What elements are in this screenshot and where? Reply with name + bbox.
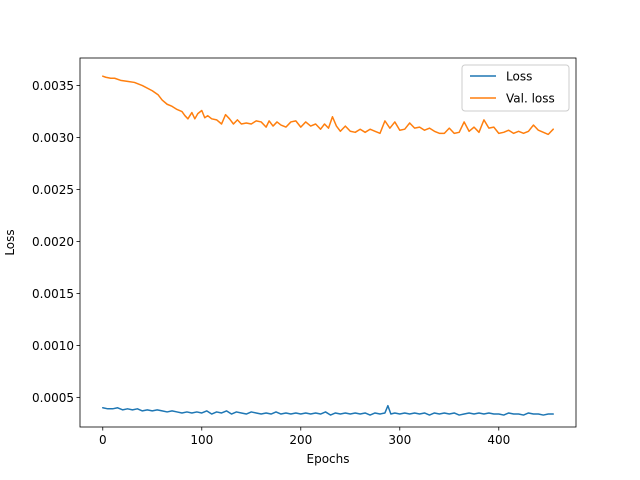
x-tick-label: 100: [190, 433, 213, 447]
series-layer: [102, 75, 554, 416]
y-tick-label: 0.0030: [32, 131, 74, 145]
axes-layer: 0 100 200 300 400 0.0005 0.0010 0.0015 0.0020 0.0…: [3, 57, 577, 466]
x-tick-label: 0: [99, 433, 107, 447]
y-tick-label: 0.0025: [32, 183, 74, 197]
x-axis-title: Epochs: [307, 452, 350, 466]
legend-label: Loss: [506, 70, 532, 84]
x-tick-label: 300: [388, 433, 411, 447]
y-tick-label: 0.0005: [32, 391, 74, 405]
series-line-loss: [102, 404, 554, 416]
y-tick-label: 0.0015: [32, 287, 74, 301]
legend-label: Val. loss: [506, 92, 555, 106]
plot-frame: [79, 57, 577, 428]
y-tick-label: 0.0010: [32, 339, 74, 353]
series-line-val-loss: [102, 75, 554, 136]
y-tick-label: 0.0020: [32, 235, 74, 249]
y-axis-title: Loss: [3, 229, 17, 255]
y-tick-label: 0.0035: [32, 79, 74, 93]
x-tick-label: 200: [289, 433, 312, 447]
legend: Loss Val. loss: [461, 64, 570, 112]
x-tick-label: 400: [487, 433, 510, 447]
